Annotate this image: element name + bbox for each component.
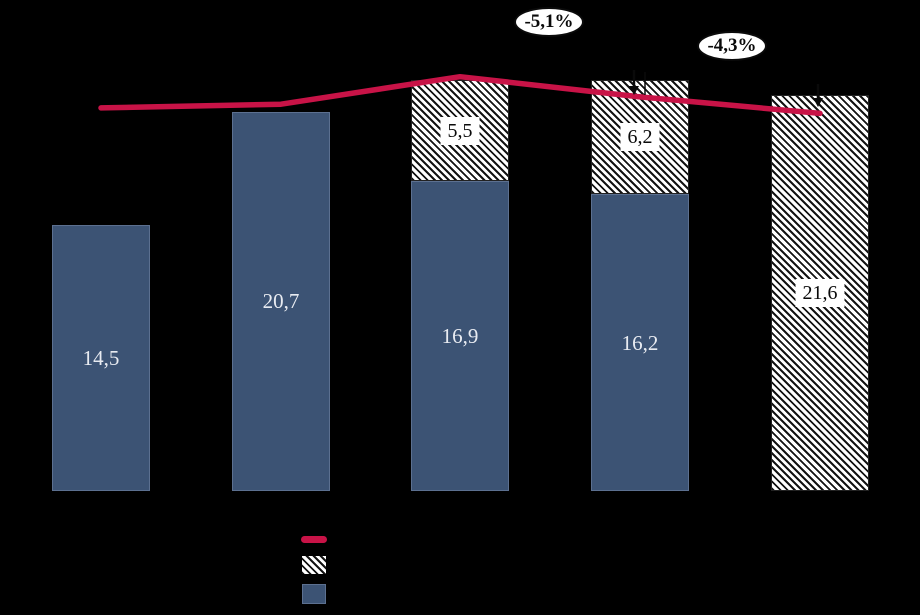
legend-hatched-marker <box>302 556 326 574</box>
hatched-bar-value-4: 6,2 <box>620 123 660 152</box>
solid-bar-value-3: 16,9 <box>441 324 479 349</box>
hatched-bar-value-3: 5,5 <box>440 116 480 145</box>
solid-bar-3: 16,9 <box>411 181 509 491</box>
solid-bar-value-4: 16,2 <box>621 330 659 355</box>
hatched-bar-value-5: 21,6 <box>795 279 845 308</box>
legend-solid-marker <box>302 584 326 604</box>
solid-bar-value-1: 14,5 <box>82 346 120 371</box>
solid-bar-value-2: 20,7 <box>262 289 300 314</box>
annotation-ellipse-minus-4-3: -4,3% <box>697 31 767 61</box>
solid-bar-2: 20,7 <box>232 111 330 491</box>
annotation-ellipse-minus-5-1: -5,1% <box>514 7 584 37</box>
legend-line-marker <box>301 536 327 543</box>
solid-bar-1: 14,5 <box>52 225 150 491</box>
solid-bar-4: 16,2 <box>591 194 689 491</box>
